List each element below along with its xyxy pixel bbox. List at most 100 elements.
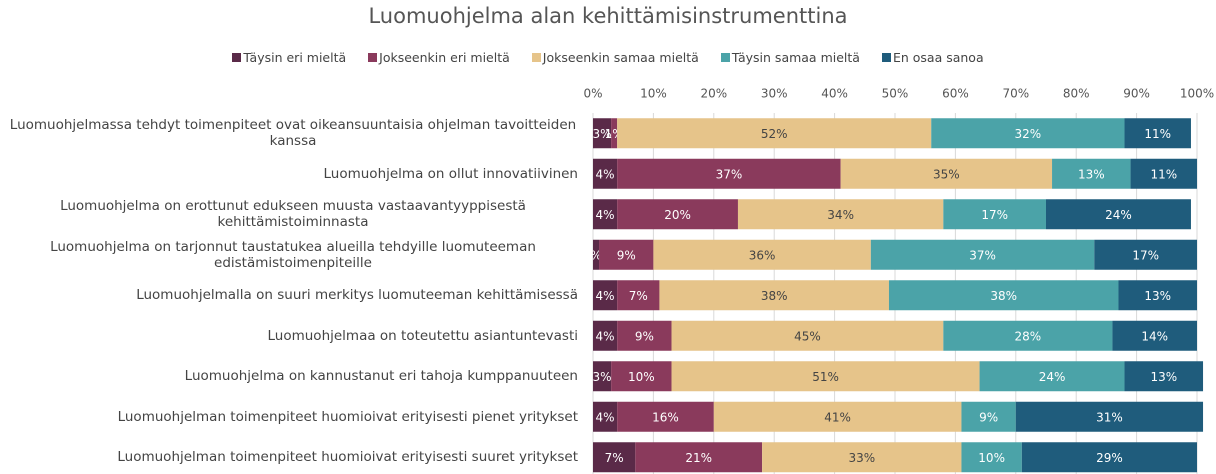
category-text: Luomuohjelman toimenpiteet huomioivat er… — [117, 408, 578, 425]
category-text: Luomuohjelma on ollut innovatiivinen — [323, 165, 579, 182]
x-tick-label: 80% — [1063, 87, 1090, 101]
data-label: 3% — [593, 370, 612, 384]
legend: Täysin eri mieltä Jokseenkin eri mieltä Jo… — [0, 50, 1216, 65]
data-label: 52% — [761, 127, 788, 141]
legend-swatch — [881, 53, 891, 62]
bar-segment — [593, 280, 618, 311]
legend-item: Jokseenkin samaa mieltä — [531, 50, 699, 65]
bar-segment — [635, 442, 763, 473]
data-label: 7% — [629, 289, 648, 303]
bar-segment — [617, 199, 738, 230]
category-text: Luomuohjelmassa tehdyt toimenpiteet ovat… — [9, 117, 577, 150]
bar-segment — [762, 442, 962, 473]
data-label: 35% — [933, 167, 960, 181]
data-label: 32% — [1015, 127, 1042, 141]
bar-segment — [737, 199, 944, 230]
bar-segment — [870, 239, 1095, 270]
bar-segment — [617, 280, 660, 311]
x-tick-label: 0% — [583, 87, 602, 101]
bar-segment — [593, 361, 612, 392]
x-tick-label: 30% — [761, 87, 788, 101]
category-label: Luomuohjelma on kannustanut eri tahoja k… — [8, 368, 578, 384]
x-tick-label: 10% — [640, 87, 667, 101]
bar-segment — [1130, 158, 1197, 189]
bar-segment — [599, 239, 654, 270]
data-label: 24% — [1039, 370, 1066, 384]
data-label: 10% — [978, 451, 1005, 465]
data-label: 11% — [1150, 167, 1177, 181]
data-label: 20% — [664, 208, 691, 222]
bar-segment — [931, 118, 1125, 149]
data-label: 4% — [596, 329, 615, 343]
data-label: 9% — [635, 329, 654, 343]
bar-segment — [593, 199, 618, 230]
data-label: 38% — [761, 289, 788, 303]
category-label: Luomuohjelman toimenpiteet huomioivat er… — [8, 449, 578, 465]
data-label: 16% — [652, 410, 679, 424]
bar-segment — [617, 158, 841, 189]
bar-segment — [611, 361, 672, 392]
bar-segment — [943, 320, 1113, 351]
bar-segment — [611, 118, 618, 149]
bar-segment — [593, 158, 618, 189]
category-text: Luomuohjelmalla on suuri merkitys luomut… — [136, 287, 578, 304]
bar-segment — [659, 280, 889, 311]
legend-label: Täysin eri mieltä — [243, 50, 347, 65]
category-label: Luomuohjelmassa tehdyt toimenpiteet ovat… — [8, 117, 578, 149]
bar-segment — [1052, 158, 1131, 189]
data-label: 14% — [1141, 329, 1168, 343]
data-label: 41% — [824, 410, 851, 424]
x-tick-label: 60% — [942, 87, 969, 101]
bar-segment — [1094, 239, 1197, 270]
x-tick-label: 40% — [821, 87, 848, 101]
data-label: 21% — [685, 451, 712, 465]
data-label: 33% — [848, 451, 875, 465]
data-label: 17% — [1132, 248, 1159, 262]
bar-segment — [979, 361, 1125, 392]
data-label: % — [590, 248, 601, 262]
bar-segment — [1124, 118, 1191, 149]
x-tick-label: 20% — [700, 87, 727, 101]
chart-title: Luomuohjelma alan kehittämisinstrumentti… — [368, 4, 848, 28]
data-label: 13% — [1144, 289, 1171, 303]
legend-swatch — [720, 53, 730, 62]
data-label: 45% — [794, 329, 821, 343]
bar-segment — [1046, 199, 1191, 230]
bar-segment — [1118, 280, 1197, 311]
bar-segment — [840, 158, 1053, 189]
legend-label: En osaa sanoa — [892, 50, 984, 65]
bar-segment — [617, 320, 672, 351]
bar-segment — [943, 199, 1046, 230]
data-label: 13% — [1150, 370, 1177, 384]
bar-segment — [617, 401, 714, 432]
category-label: Luomuohjelman toimenpiteet huomioivat er… — [8, 409, 578, 425]
data-label: 3% — [593, 127, 612, 141]
bar-segment — [1015, 401, 1204, 432]
legend-swatch — [232, 53, 242, 62]
x-tick-label: 50% — [882, 87, 909, 101]
bar-segment — [593, 442, 636, 473]
bar-segment — [593, 118, 612, 149]
category-text: Luomuohjelma on kannustanut eri tahoja k… — [184, 368, 578, 385]
category-text: Luomuohjelma on tarjonnut taustatukea al… — [50, 238, 536, 271]
legend-item: Jokseenkin eri mieltä — [368, 50, 510, 65]
category-label: Luomuohjelmalla on suuri merkitys luomut… — [8, 287, 578, 303]
legend-swatch — [531, 53, 541, 62]
x-tick-label: 90% — [1123, 87, 1150, 101]
data-label: 17% — [981, 208, 1008, 222]
bar-segment — [888, 280, 1119, 311]
legend-label: Jokseenkin samaa mieltä — [542, 50, 699, 65]
bar-segment — [653, 239, 871, 270]
data-label: 51% — [812, 370, 839, 384]
bar-segment — [961, 442, 1022, 473]
data-label: 24% — [1105, 208, 1132, 222]
data-label: 10% — [628, 370, 655, 384]
bar-segment — [593, 401, 618, 432]
data-label: 9% — [617, 248, 636, 262]
legend-item: Täysin samaa mieltä — [720, 50, 860, 65]
data-label: 38% — [990, 289, 1017, 303]
data-label: 11% — [1144, 127, 1171, 141]
bar-segment — [713, 401, 962, 432]
legend-label: Täysin samaa mieltä — [731, 50, 860, 65]
